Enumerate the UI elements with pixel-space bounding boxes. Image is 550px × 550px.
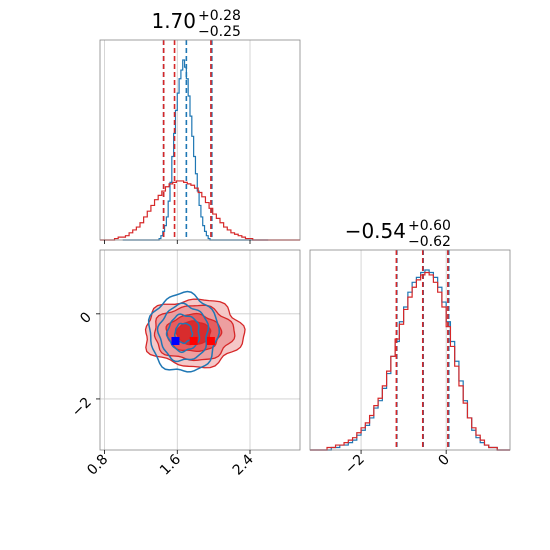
joint-contour-panel: 0.8 1.6 2.4 0 −2 [69,249,301,479]
panel-frame [309,249,511,451]
point-marker-red [206,336,215,345]
title-minus: −0.62 [408,234,451,250]
y-tick-label: −2 [69,394,95,420]
panel-frame [99,249,301,451]
point-marker-blue [171,336,180,345]
x-tick-label: −2 [342,452,368,478]
title-plus: +0.28 [198,8,241,24]
marginal-histogram-y-panel: −0.54 +0.60−0.62 −2 0 [309,218,511,478]
histogram-series-a [122,59,269,241]
contour-blue-level [173,322,194,345]
histogram-series-b [310,271,510,451]
title-value: −0.54 [345,219,406,243]
title-value: 1.70 [151,9,196,33]
x-tick-label: 0 [435,452,453,470]
histogram-series-b [100,180,300,241]
title-plus: +0.60 [408,218,451,234]
panel-frame [99,39,301,241]
title-minus: −0.25 [198,24,241,40]
x-tick-label: 1.6 [157,451,184,478]
contour-blue-level [156,302,210,363]
point-marker-red [189,336,198,345]
contour-red-level [175,320,212,346]
contour-blue-level [147,290,221,373]
y-tick-label: 0 [77,309,95,327]
x-tick-label: 2.4 [230,451,257,478]
x-tick-label: 0.8 [84,452,111,479]
contour-blue-level [165,313,201,354]
marginal-histogram-x-panel: 1.70 +0.28−0.25 [99,8,301,244]
